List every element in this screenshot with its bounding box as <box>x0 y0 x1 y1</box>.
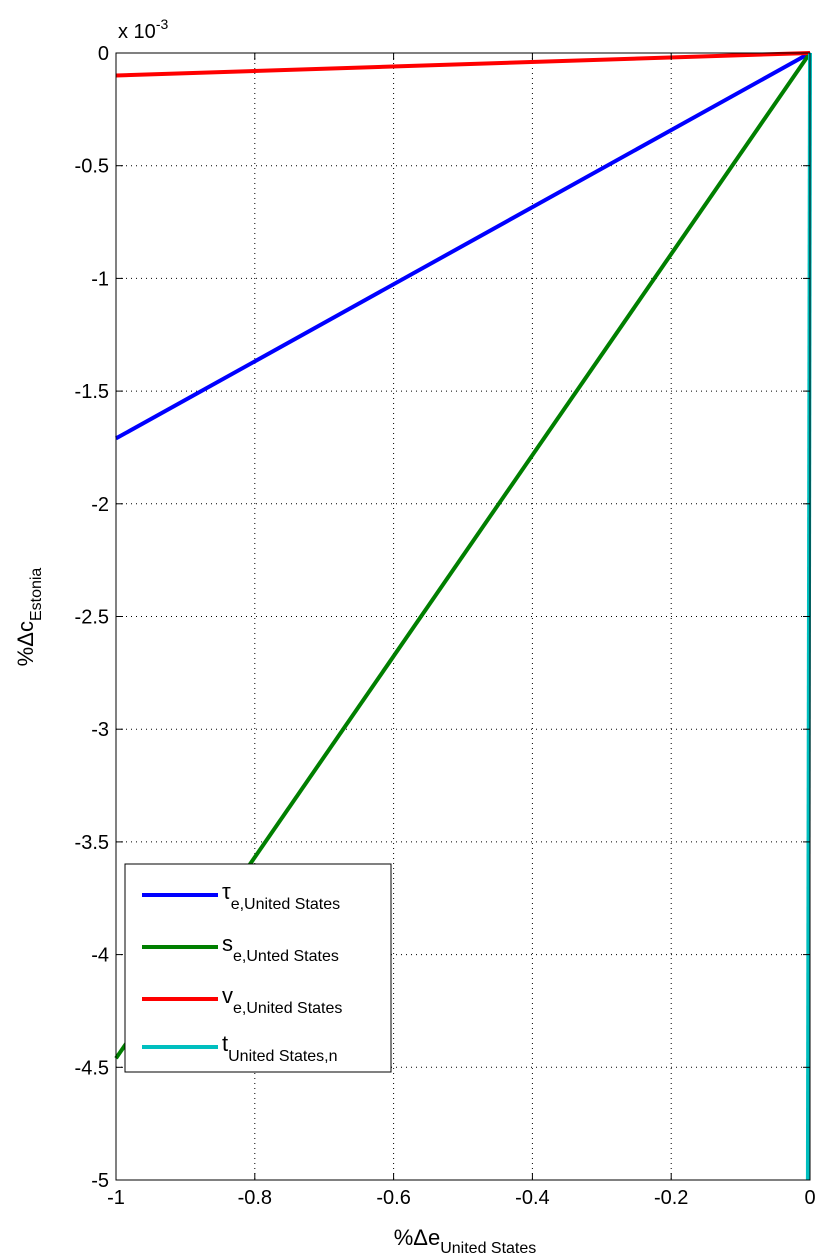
x-tick-label: -0.2 <box>654 1187 688 1209</box>
legend-label-2: se,Unted States <box>222 931 339 965</box>
y-tick-label: -4 <box>91 945 109 967</box>
x-tick-label: -1 <box>107 1187 125 1209</box>
y-exponent-label: x 10-3 <box>118 16 168 43</box>
x-axis-label: %ΔeUnited States <box>394 1225 537 1257</box>
y-tick-label: 0 <box>98 43 109 65</box>
legend-label-4: tUnited States,n <box>222 1031 338 1065</box>
y-tick-label: -1 <box>91 268 109 290</box>
x-tick-label: -0.4 <box>515 1187 549 1209</box>
y-tick-label: -1.5 <box>75 381 109 403</box>
legend-label-3: ve,United States <box>222 983 342 1017</box>
x-tick-label: -0.6 <box>376 1187 410 1209</box>
axis-ticks: -1 -0.8 -0.6 -0.4 -0.2 0 0 -0.5 -1 -1.5 -2 -2.5 -3 -3… <box>75 43 816 1209</box>
y-tick-label: -2 <box>91 494 109 516</box>
series-line-1 <box>115 51 811 441</box>
x-tick-label: 0 <box>804 1187 815 1209</box>
legend-label-1: τe,United States <box>222 879 340 913</box>
y-tick-label: -3 <box>91 719 109 741</box>
y-tick-label: -3.5 <box>75 832 109 854</box>
series-line-3 <box>115 51 811 78</box>
legend: τe,United States se,Unted States ve,United… <box>124 863 392 1073</box>
x-tick-label: -0.8 <box>238 1187 272 1209</box>
y-tick-label: -4.5 <box>75 1057 109 1079</box>
legend-box <box>124 863 392 1073</box>
y-tick-label: -5 <box>91 1170 109 1192</box>
y-tick-label: -2.5 <box>75 607 109 629</box>
y-tick-label: -0.5 <box>75 156 109 178</box>
y-axis-label: %ΔcEstonia <box>13 568 45 667</box>
